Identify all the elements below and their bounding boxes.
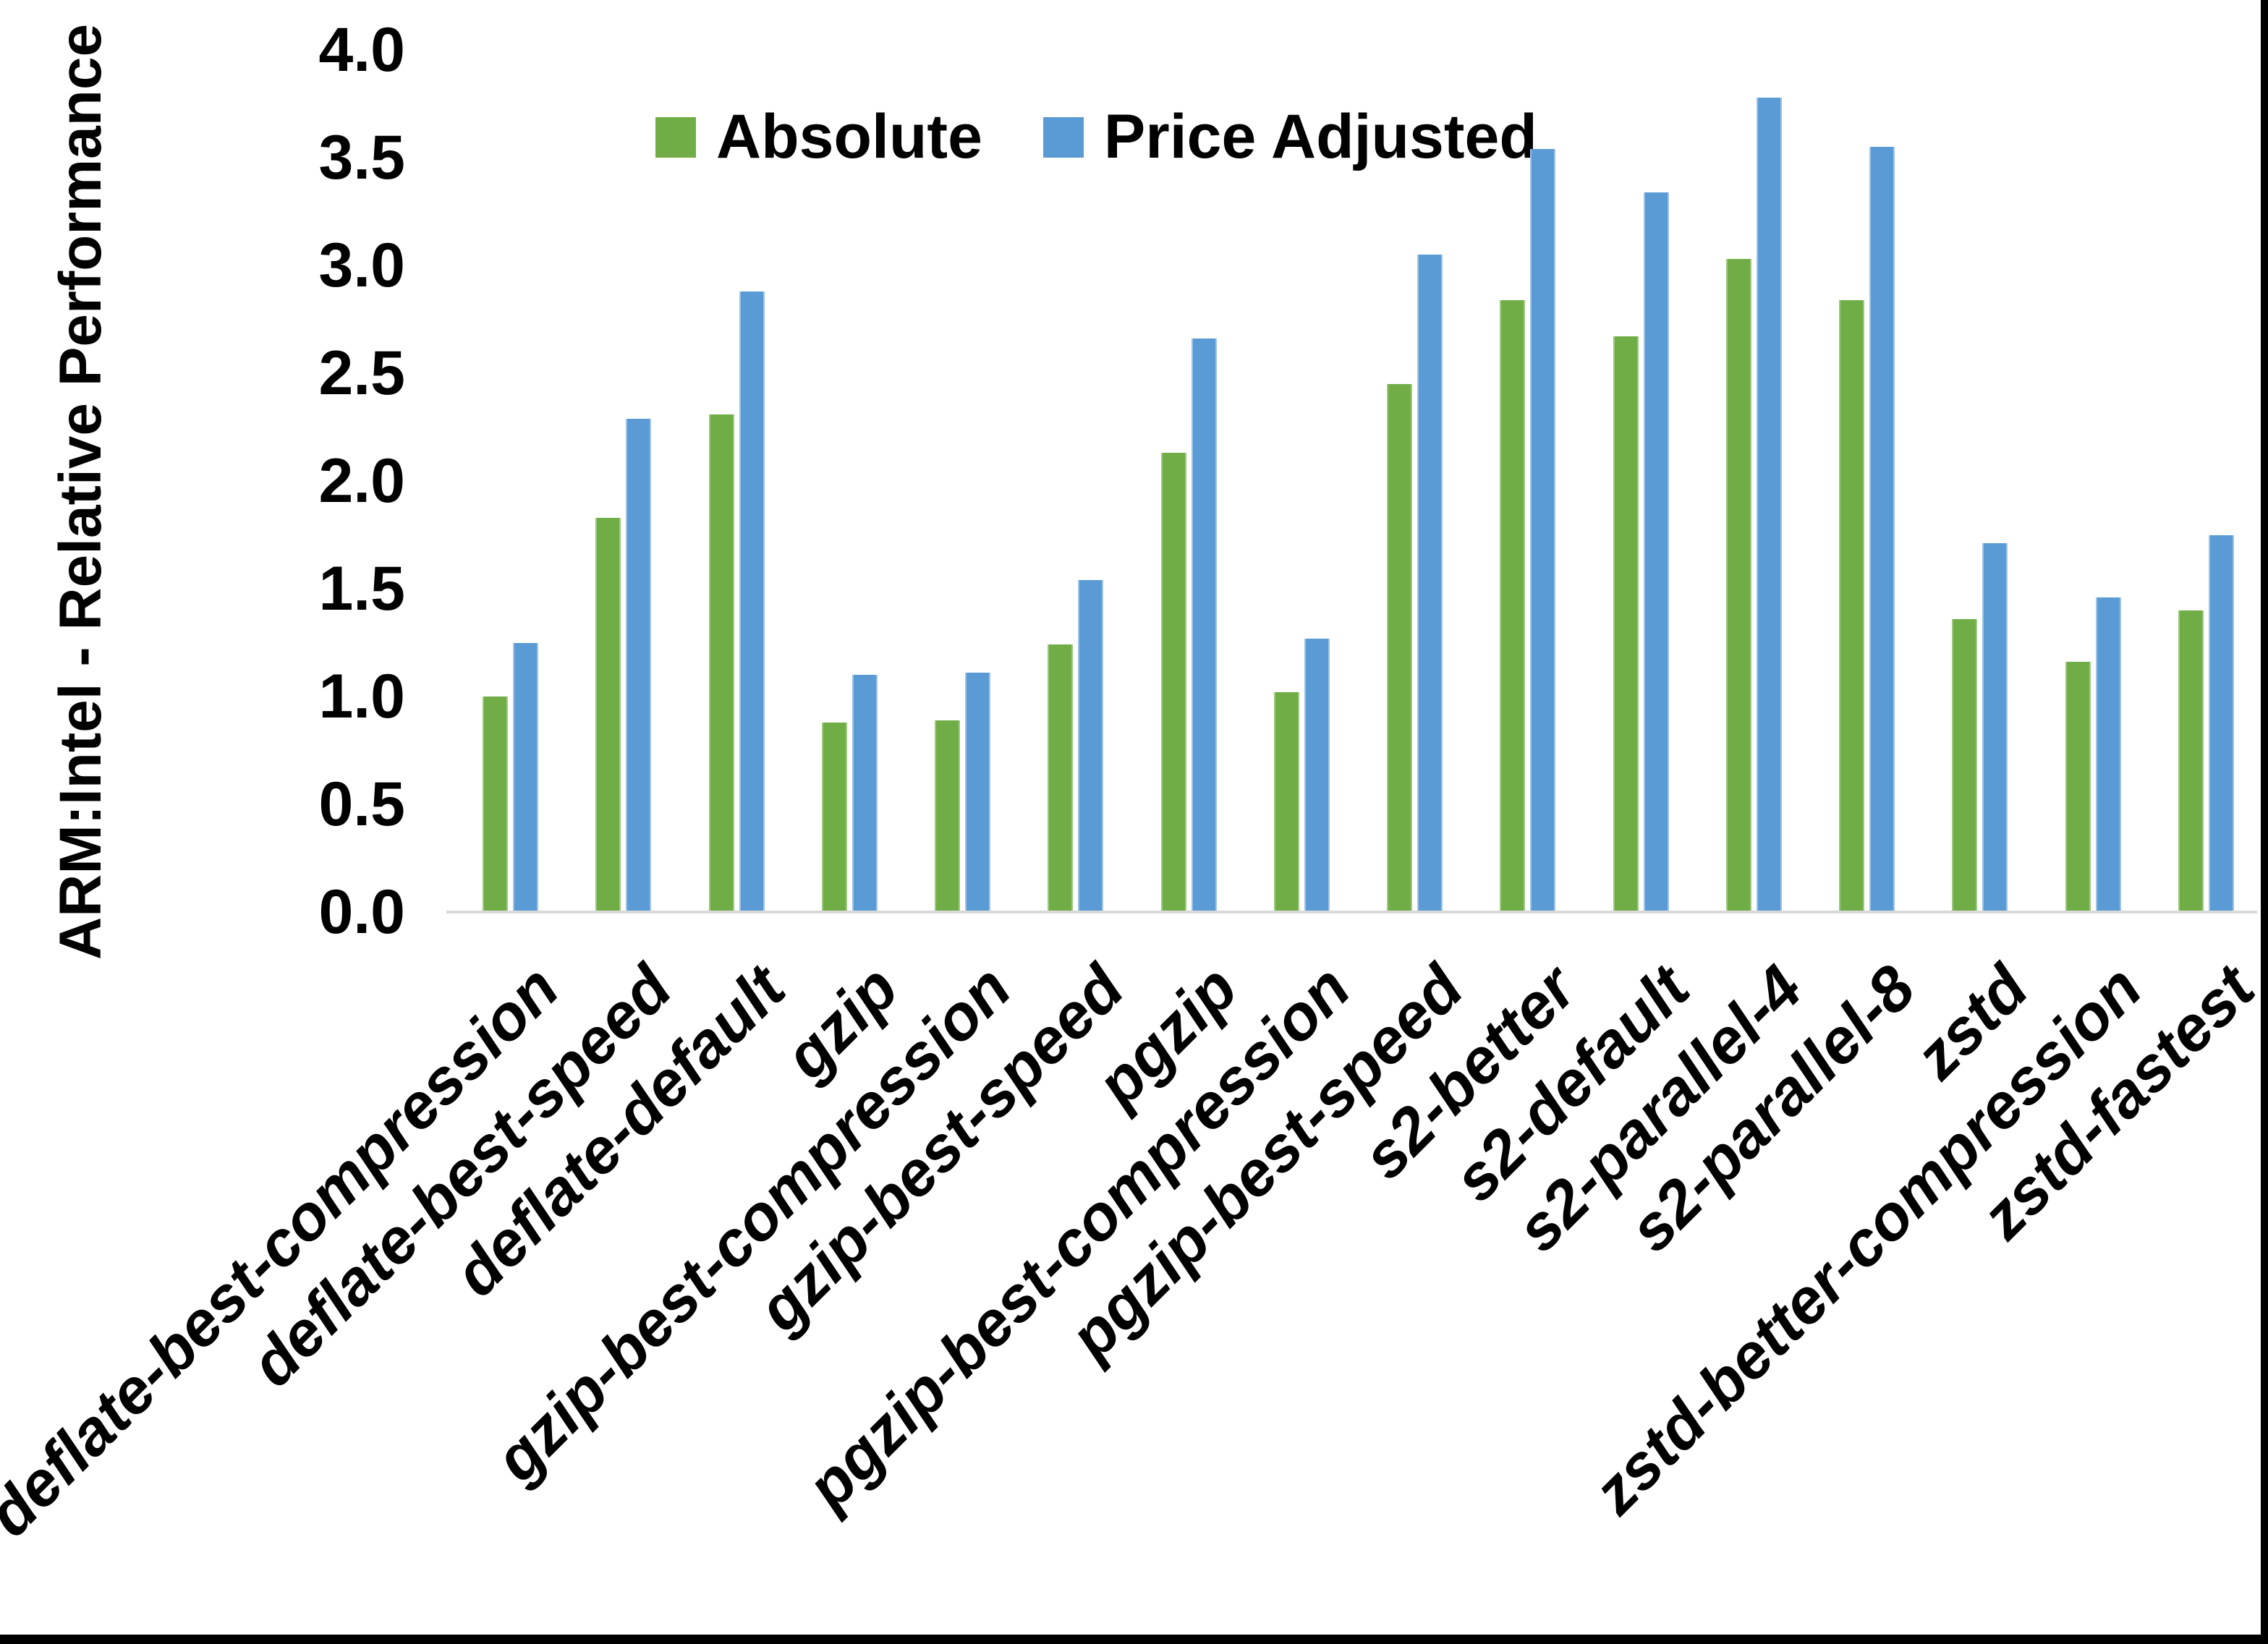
y-tick-label-0.5: 0.5 [318,770,405,839]
bar-absolute-s2-parallel-8 [1839,299,1864,912]
bar-price-adjusted-s2-parallel-4 [1756,97,1782,912]
bar-price-adjusted-pgzip [1191,338,1217,912]
bar-absolute-s2-parallel-4 [1725,259,1751,912]
bar-price-adjusted-gzip-best-compression [965,673,990,912]
bar-absolute-zstd-better-compression [2065,662,2091,912]
x-axis-line [446,911,2257,913]
legend-label: Absolute [716,102,982,171]
y-tick-label-0.0: 0.0 [318,877,405,947]
y-tick-label-2.5: 2.5 [318,338,405,408]
bar-price-adjusted-pgzip-best-compression [1304,638,1330,912]
y-tick-label-2.0: 2.0 [318,446,405,516]
bar-absolute-zstd-fastest [2178,610,2204,912]
bar-price-adjusted-s2-parallel-8 [1869,147,1895,912]
y-axis-title: ARM:Intel - Relative Performance [48,23,114,961]
y-tick-label-4.0: 4.0 [318,15,405,85]
bar-price-adjusted-gzip [851,675,878,912]
legend-swatch-icon [1042,116,1084,158]
y-tick-label-3.0: 3.0 [318,231,405,300]
frame-border-right [2261,0,2268,1644]
bar-price-adjusted-deflate-default [739,291,765,912]
bar-price-adjusted-deflate-best-speed [626,418,652,912]
bar-absolute-deflate-best-speed [595,517,621,912]
bar-absolute-pgzip-best-speed [1387,383,1412,912]
bar-absolute-s2-better [1500,299,1526,912]
y-tick-label-1.5: 1.5 [318,554,405,623]
bar-absolute-zstd [1952,618,1978,912]
bar-absolute-gzip-best-compression [935,720,960,912]
legend-label: Price Adjusted [1103,102,1537,171]
legend-item-price-adjusted: Price Adjusted [1042,101,1537,173]
bar-price-adjusted-zstd [1982,543,2008,912]
legend: Absolute Price Adjusted [655,101,1537,173]
y-tick-label-3.5: 3.5 [318,123,405,192]
bar-price-adjusted-zstd-fastest [2208,534,2234,912]
bar-absolute-s2-default [1613,336,1639,912]
frame-border-bottom [0,1635,2268,1644]
bar-price-adjusted-pgzip-best-speed [1417,255,1443,912]
y-tick-label-1.0: 1.0 [318,662,405,731]
bar-price-adjusted-s2-better [1530,149,1556,912]
legend-swatch-icon [655,116,696,158]
bar-absolute-deflate-best-compression [483,697,508,912]
bar-price-adjusted-deflate-best-compression [513,642,538,912]
bar-price-adjusted-s2-default [1643,192,1669,912]
bar-absolute-gzip [821,722,847,912]
bar-price-adjusted-zstd-better-compression [2095,597,2121,912]
legend-item-absolute: Absolute [655,101,982,173]
bar-absolute-gzip-best-speed [1048,644,1074,912]
bar-absolute-deflate-default [708,414,734,912]
bar-absolute-pgzip-best-compression [1273,692,1299,912]
bar-absolute-pgzip [1160,453,1186,912]
bar-price-adjusted-gzip-best-speed [1078,580,1104,912]
